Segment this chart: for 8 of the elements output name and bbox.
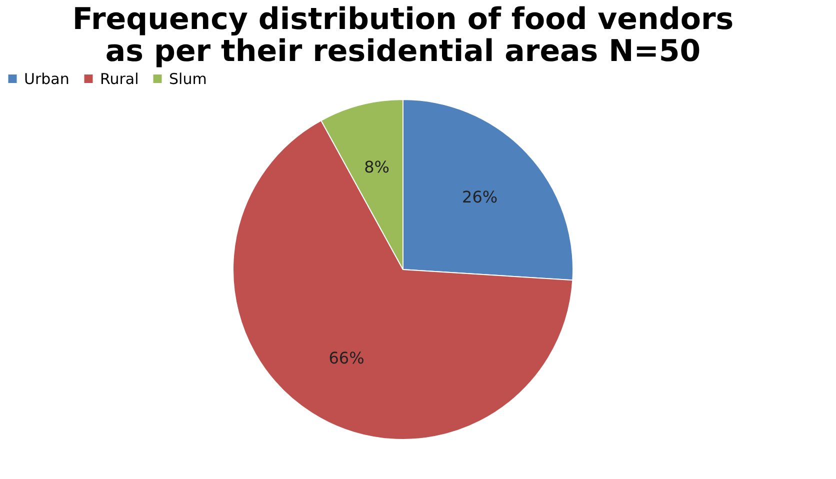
text: as per their residential areas N=50 xyxy=(105,34,701,69)
data-label: 66% xyxy=(328,348,364,368)
text: Frequency distribution of food vendors xyxy=(72,2,734,37)
legend-label: Urban xyxy=(24,70,70,88)
data-label: 8% xyxy=(364,157,390,176)
legend-label: Rural xyxy=(100,70,139,88)
data-label: 26% xyxy=(462,187,498,206)
legend-label: Slum xyxy=(169,70,207,88)
